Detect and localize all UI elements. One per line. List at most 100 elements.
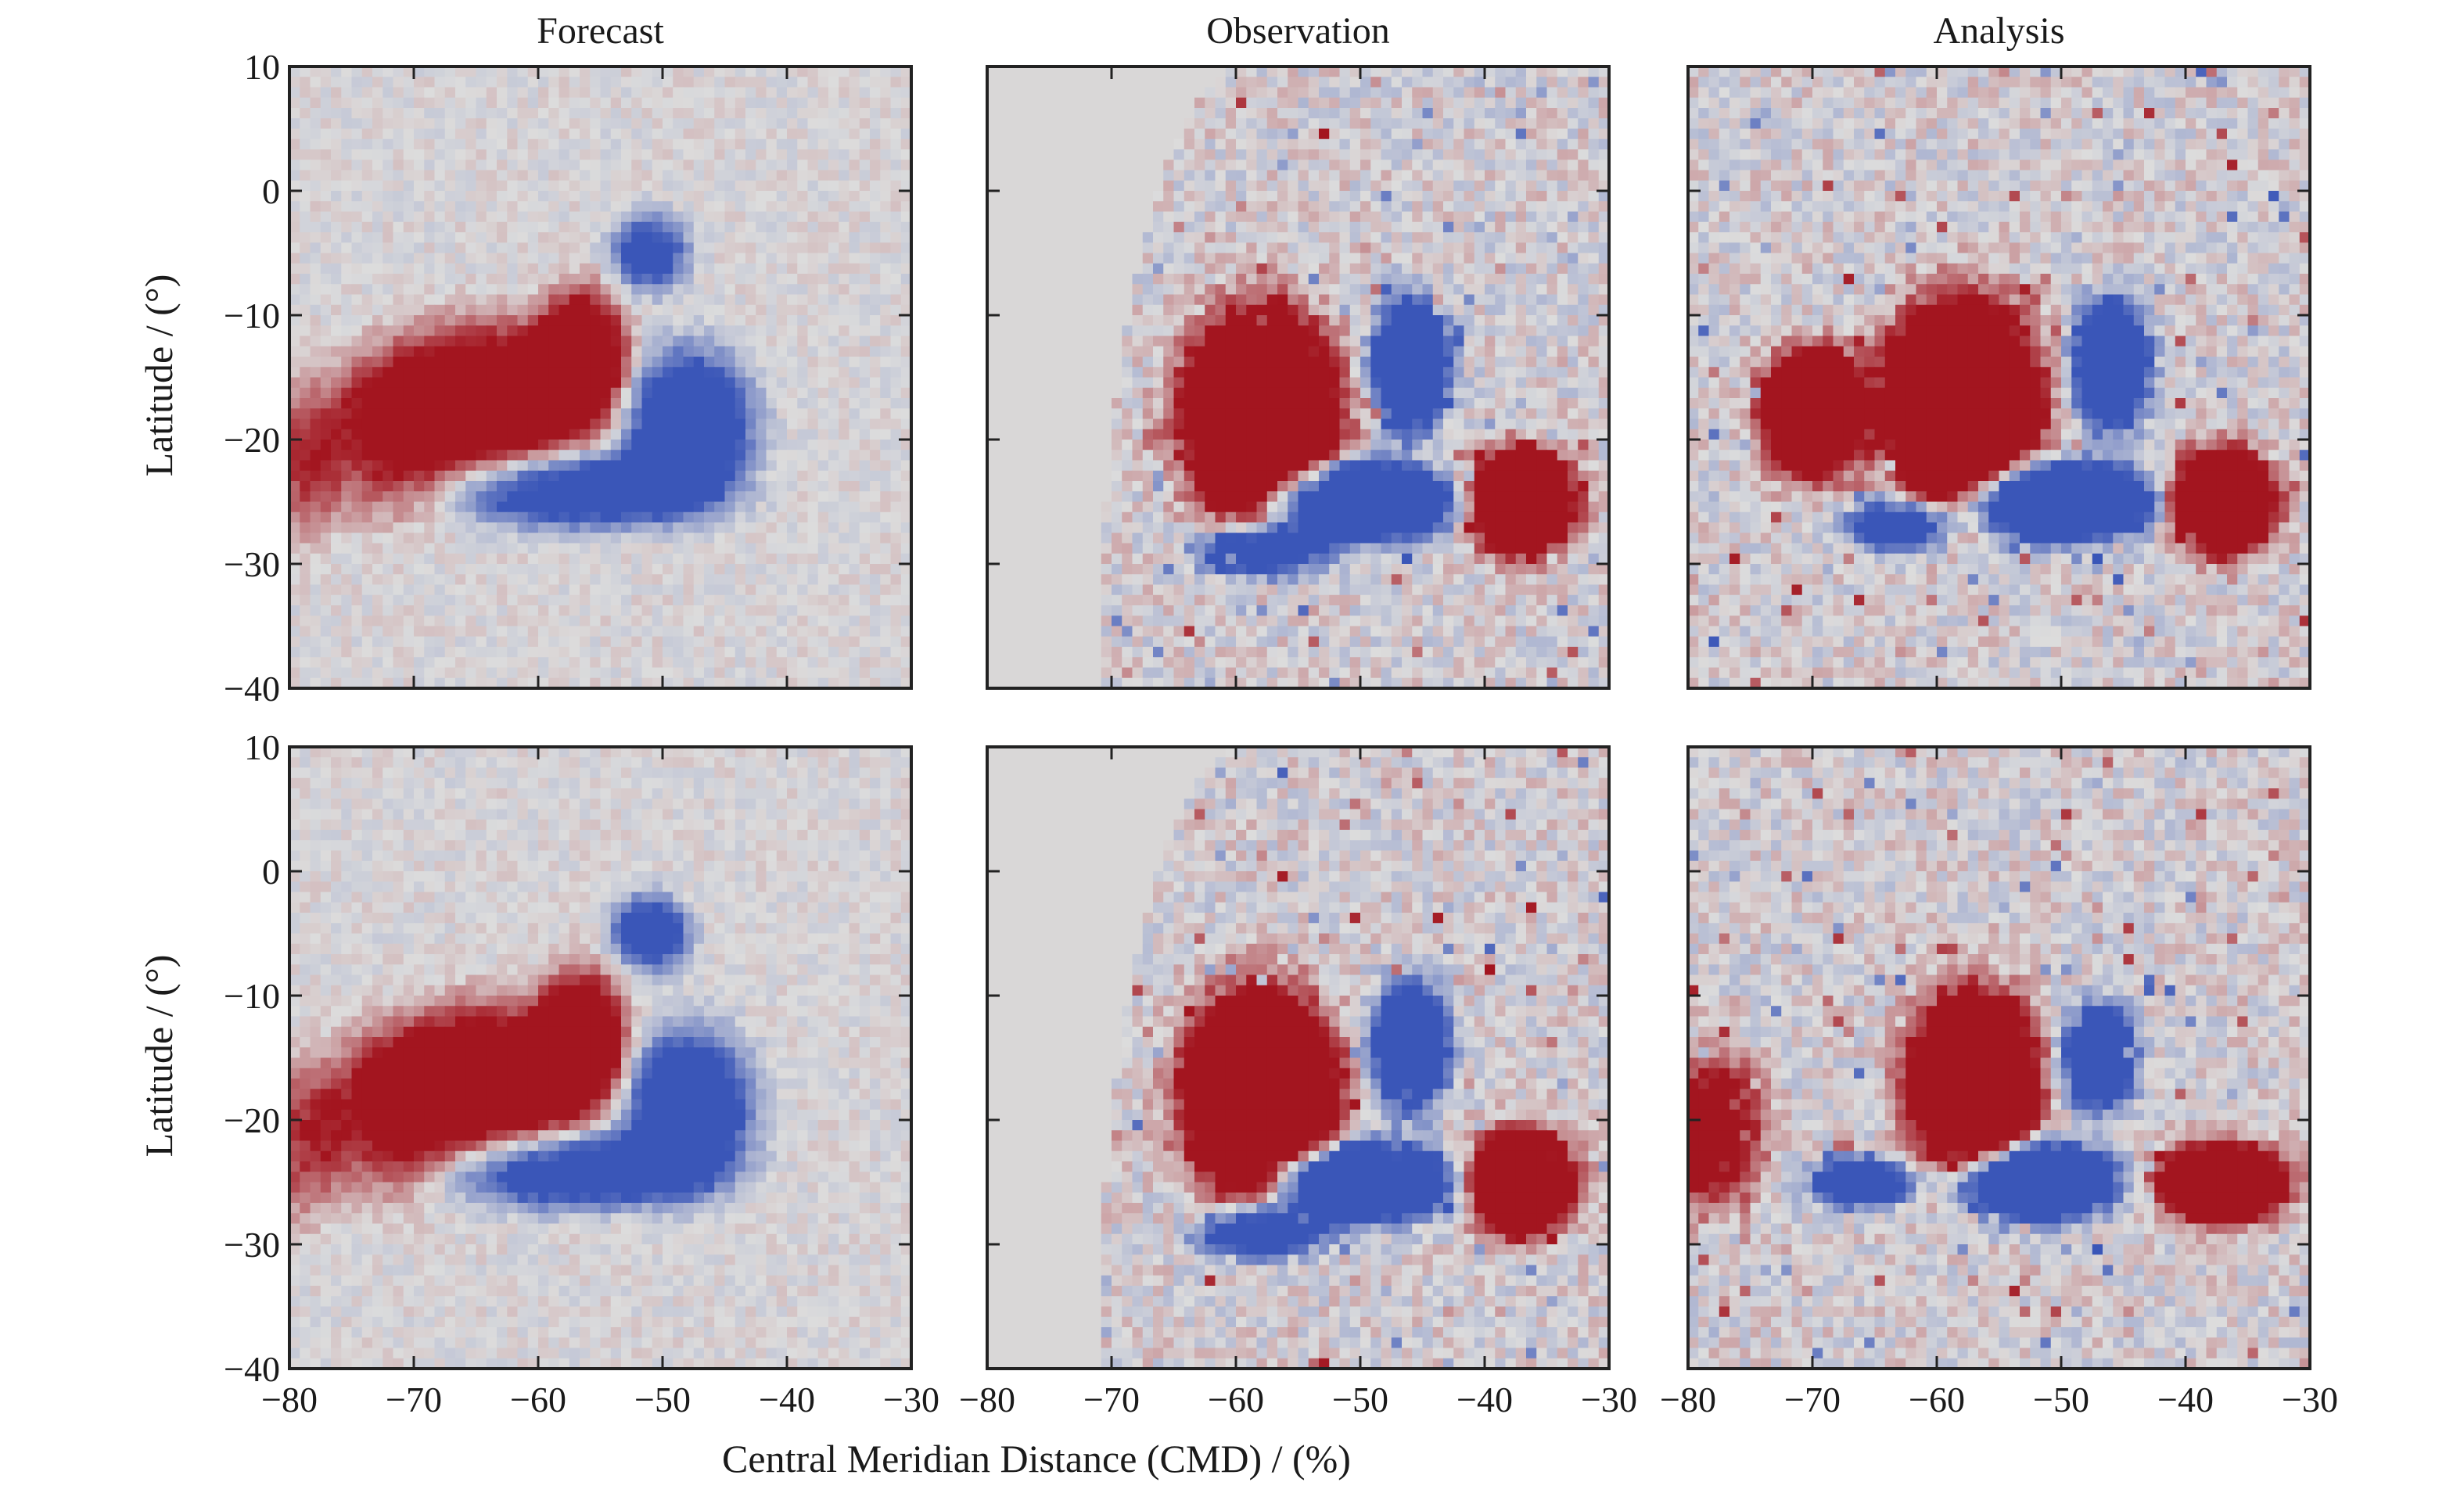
- heatmap-cell: [735, 87, 746, 99]
- heatmap-cell: [372, 408, 383, 420]
- heatmap-cell: [1349, 66, 1361, 77]
- heatmap-cell: [880, 191, 892, 202]
- heatmap-cell: [735, 253, 746, 264]
- heatmap-cell: [1526, 242, 1537, 254]
- heatmap-cell: [310, 398, 321, 409]
- heatmap-cell: [486, 170, 497, 181]
- heatmap-cell: [828, 594, 839, 606]
- heatmap-cell: [538, 87, 549, 99]
- heatmap-cell: [756, 481, 767, 492]
- heatmap-cell: [641, 97, 653, 109]
- heatmap-cell: [652, 440, 663, 450]
- heatmap-cell: [724, 201, 736, 213]
- heatmap-cell: [393, 304, 404, 316]
- heatmap-cell: [1225, 138, 1237, 150]
- heatmap-cell: [476, 315, 487, 326]
- heatmap-cell: [507, 470, 519, 482]
- heatmap-cell: [414, 647, 425, 658]
- heatmap-cell: [559, 211, 570, 223]
- heatmap-cell: [434, 657, 446, 669]
- heatmap-cell: [548, 97, 560, 109]
- heatmap-cell: [673, 274, 684, 285]
- heatmap-cell: [1412, 191, 1424, 202]
- heatmap-cell: [300, 408, 311, 420]
- heatmap-cell: [756, 543, 767, 554]
- heatmap-cell: [403, 522, 415, 533]
- heatmap-cell: [735, 336, 746, 347]
- heatmap-cell: [434, 232, 446, 243]
- heatmap-cell: [807, 242, 819, 254]
- heatmap-cell: [652, 221, 663, 233]
- heatmap-cell: [393, 574, 404, 586]
- heatmap-cell: [610, 170, 622, 181]
- heatmap-cell: [351, 511, 363, 523]
- heatmap-cell: [1474, 191, 1485, 202]
- heatmap-cell: [569, 232, 580, 243]
- heatmap-cell: [870, 128, 881, 140]
- heatmap-cell: [610, 180, 622, 192]
- heatmap-cell: [828, 336, 839, 347]
- heatmap-cell: [797, 201, 809, 213]
- heatmap-cell: [610, 211, 622, 223]
- heatmap-cell: [600, 336, 612, 347]
- heatmap-cell: [393, 118, 404, 130]
- heatmap-cell: [372, 450, 383, 461]
- heatmap-cell: [1443, 263, 1454, 275]
- heatmap-cell: [714, 377, 726, 389]
- heatmap-cell: [351, 440, 363, 450]
- heatmap-cell: [486, 357, 497, 368]
- heatmap-cell: [641, 128, 653, 140]
- heatmap-cell: [455, 304, 466, 316]
- heatmap-cell: [673, 138, 684, 150]
- heatmap-cell: [610, 418, 622, 430]
- heatmap-cell: [1266, 149, 1278, 160]
- heatmap-cell: [476, 346, 487, 357]
- heatmap-cell: [890, 667, 902, 679]
- heatmap-cell: [559, 201, 570, 213]
- heatmap-cell: [745, 357, 756, 368]
- heatmap-cell: [310, 357, 321, 368]
- heatmap-cell: [351, 325, 363, 337]
- heatmap-cell: [787, 501, 798, 513]
- heatmap-cell: [507, 253, 519, 264]
- heatmap-cell: [1236, 284, 1247, 296]
- heatmap-cell: [1225, 128, 1237, 140]
- heatmap-cell: [880, 66, 892, 77]
- heatmap-cell: [300, 211, 311, 223]
- heatmap-cell: [393, 584, 404, 596]
- heatmap-cell: [1277, 170, 1288, 181]
- heatmap-cell: [465, 543, 477, 554]
- heatmap-cell: [631, 325, 643, 337]
- heatmap-cell: [497, 346, 508, 357]
- heatmap-panel: Observation: [986, 10, 1611, 690]
- heatmap-cell: [704, 594, 715, 606]
- heatmap-cell: [724, 253, 736, 264]
- heatmap-cell: [1319, 160, 1330, 171]
- heatmap-cell: [559, 481, 570, 492]
- heatmap-cell: [621, 501, 632, 513]
- heatmap-cell: [766, 594, 778, 606]
- heatmap-cell: [289, 594, 300, 606]
- heatmap-cell: [383, 367, 394, 379]
- heatmap-cell: [1432, 221, 1444, 233]
- heatmap-cell: [1557, 211, 1568, 223]
- heatmap-cell: [455, 553, 466, 565]
- heatmap-cell: [797, 594, 809, 606]
- heatmap-cell: [987, 242, 998, 254]
- heatmap-cell: [527, 149, 539, 160]
- heatmap-cell: [403, 377, 415, 389]
- heatmap-cell: [817, 543, 829, 554]
- heatmap-cell: [704, 211, 715, 223]
- heatmap-cell: [631, 377, 643, 389]
- heatmap-cell: [631, 211, 643, 223]
- heatmap-cell: [1443, 274, 1454, 285]
- heatmap-cell: [735, 357, 746, 368]
- heatmap-cell: [859, 221, 871, 233]
- heatmap-cell: [1029, 232, 1040, 243]
- heatmap-cell: [486, 408, 497, 420]
- heatmap-cell: [797, 481, 809, 492]
- heatmap-cell: [517, 626, 529, 637]
- heatmap-cell: [497, 450, 508, 461]
- heatmap-cell: [351, 138, 363, 150]
- heatmap-cell: [424, 304, 436, 316]
